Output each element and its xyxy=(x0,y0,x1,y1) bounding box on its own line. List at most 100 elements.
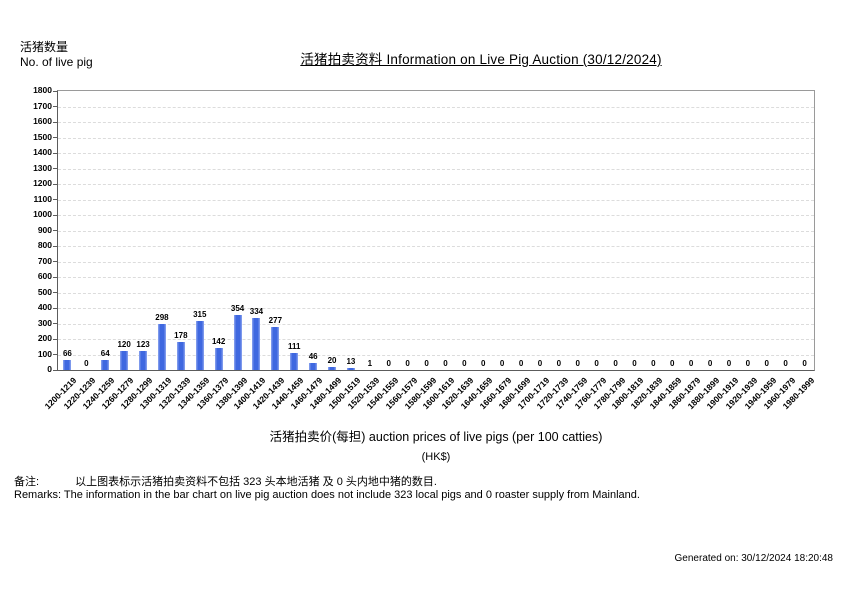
remark-line-en: Remarks: The information in the bar char… xyxy=(14,489,640,501)
y-axis-title-zh: 活猪数量 xyxy=(20,40,69,54)
y-tick-mark xyxy=(53,354,57,355)
y-tick-mark xyxy=(53,292,57,293)
remark-zh-label: 备注: xyxy=(14,476,40,488)
bar-value-label: 0 xyxy=(443,359,448,368)
bar xyxy=(309,362,318,370)
bar-value-label: 0 xyxy=(424,359,429,368)
bar-value-label: 0 xyxy=(745,359,751,368)
bar-value-label: 0 xyxy=(594,359,599,368)
y-tick-mark xyxy=(53,137,57,138)
bar-value-label: 120 xyxy=(117,340,131,350)
bar-value-label: 13 xyxy=(346,357,356,366)
bar-value-label: 0 xyxy=(707,359,713,368)
bar-value-label: 0 xyxy=(556,359,562,368)
y-tick-mark xyxy=(53,307,57,309)
y-tick-label: 1700 xyxy=(33,100,52,111)
gridline xyxy=(58,184,814,185)
bar-value-label: 111 xyxy=(288,341,301,351)
gridline xyxy=(58,153,814,154)
bar-value-label: 334 xyxy=(249,307,264,317)
y-tick-mark xyxy=(53,183,57,185)
bar-value-label: 66 xyxy=(62,348,72,358)
gridline xyxy=(58,354,814,356)
bar-value-label: 0 xyxy=(764,359,769,368)
bar-value-label: 0 xyxy=(575,359,580,368)
y-tick-label: 1300 xyxy=(33,162,52,173)
y-tick-label: 1200 xyxy=(33,178,52,188)
gridline xyxy=(58,168,814,170)
generated-timestamp: Generated on: 30/12/2024 18:20:48 xyxy=(674,553,833,564)
bar-value-label: 354 xyxy=(230,304,245,314)
y-tick-mark xyxy=(53,90,57,92)
bar xyxy=(120,351,129,370)
y-tick-mark xyxy=(53,214,57,216)
gridline xyxy=(58,230,814,232)
gridline xyxy=(58,122,814,123)
y-tick-label: 1500 xyxy=(33,131,52,142)
remark-zh-text: 以上图表标示活猪拍卖资料不包括 323 头本地活猪 及 0 头内地中猪的数目. xyxy=(75,476,437,488)
bar-value-label: 0 xyxy=(632,359,637,368)
y-tick-mark xyxy=(53,152,57,154)
bar-value-label: 298 xyxy=(155,312,169,322)
y-tick-label: 200 xyxy=(37,333,52,343)
bar xyxy=(195,321,204,370)
y-tick-label: 0 xyxy=(47,364,52,374)
gridline xyxy=(58,323,814,325)
y-tick-mark xyxy=(53,323,57,324)
gridline xyxy=(58,277,814,278)
bar-value-label: 20 xyxy=(327,355,337,365)
gridline xyxy=(58,215,814,216)
gridline xyxy=(58,308,814,309)
bar xyxy=(101,360,110,370)
bar-value-label: 0 xyxy=(481,359,486,368)
y-tick-label: 400 xyxy=(37,302,52,312)
bar-value-label: 0 xyxy=(726,359,732,368)
gridline xyxy=(58,339,814,340)
bar-value-label: 0 xyxy=(651,359,656,368)
y-tick-mark xyxy=(53,168,57,169)
y-tick-mark xyxy=(53,245,57,247)
bar-value-label: 0 xyxy=(613,359,618,368)
y-tick-mark xyxy=(53,106,57,107)
bar-value-label: 0 xyxy=(537,359,543,368)
bar-value-label: 0 xyxy=(386,359,391,368)
bar xyxy=(271,327,280,370)
gridline xyxy=(58,246,814,247)
bar-value-label: 0 xyxy=(499,359,505,368)
bar-value-label: 0 xyxy=(462,359,467,368)
bar-value-label: 142 xyxy=(211,337,226,346)
bar-value-label: 0 xyxy=(802,359,807,368)
x-axis-unit: (HK$) xyxy=(421,451,451,463)
y-tick-label: 1600 xyxy=(33,116,52,126)
y-tick-mark xyxy=(53,199,57,200)
gridline xyxy=(58,261,814,263)
y-tick-mark xyxy=(53,276,57,278)
y-tick-label: 300 xyxy=(37,317,52,328)
y-tick-mark xyxy=(53,230,57,231)
bar xyxy=(214,348,223,370)
gridline xyxy=(58,106,814,108)
y-tick-mark xyxy=(53,338,57,340)
remark-line-zh: 备注: 以上图表标示活猪拍卖资料不包括 323 头本地活猪 及 0 头内地中猪的… xyxy=(14,473,437,489)
gridline xyxy=(58,199,814,201)
bar-value-label: 123 xyxy=(136,339,150,349)
y-tick-mark xyxy=(53,121,57,123)
y-tick-label: 700 xyxy=(37,255,52,266)
bar xyxy=(233,315,242,370)
y-tick-label: 1000 xyxy=(33,209,52,219)
bar-value-label: 0 xyxy=(783,359,788,368)
bar-value-label: 0 xyxy=(518,359,524,368)
y-tick-label: 600 xyxy=(37,271,52,281)
bar-value-label: 0 xyxy=(688,359,694,368)
bar-value-label: 0 xyxy=(84,359,89,368)
bar-value-label: 64 xyxy=(100,349,110,359)
y-tick-label: 800 xyxy=(37,240,52,250)
y-axis-title-en: No. of live pig xyxy=(20,55,93,69)
y-tick-label: 1400 xyxy=(33,147,52,157)
bar-value-label: 0 xyxy=(405,359,410,368)
bar xyxy=(63,359,72,370)
bar-value-label: 315 xyxy=(193,310,207,320)
chart-title: 活猪拍卖资料 Information on Live Pig Auction (… xyxy=(300,52,662,67)
bar-value-label: 1 xyxy=(367,358,373,368)
y-tick-label: 100 xyxy=(37,348,52,359)
